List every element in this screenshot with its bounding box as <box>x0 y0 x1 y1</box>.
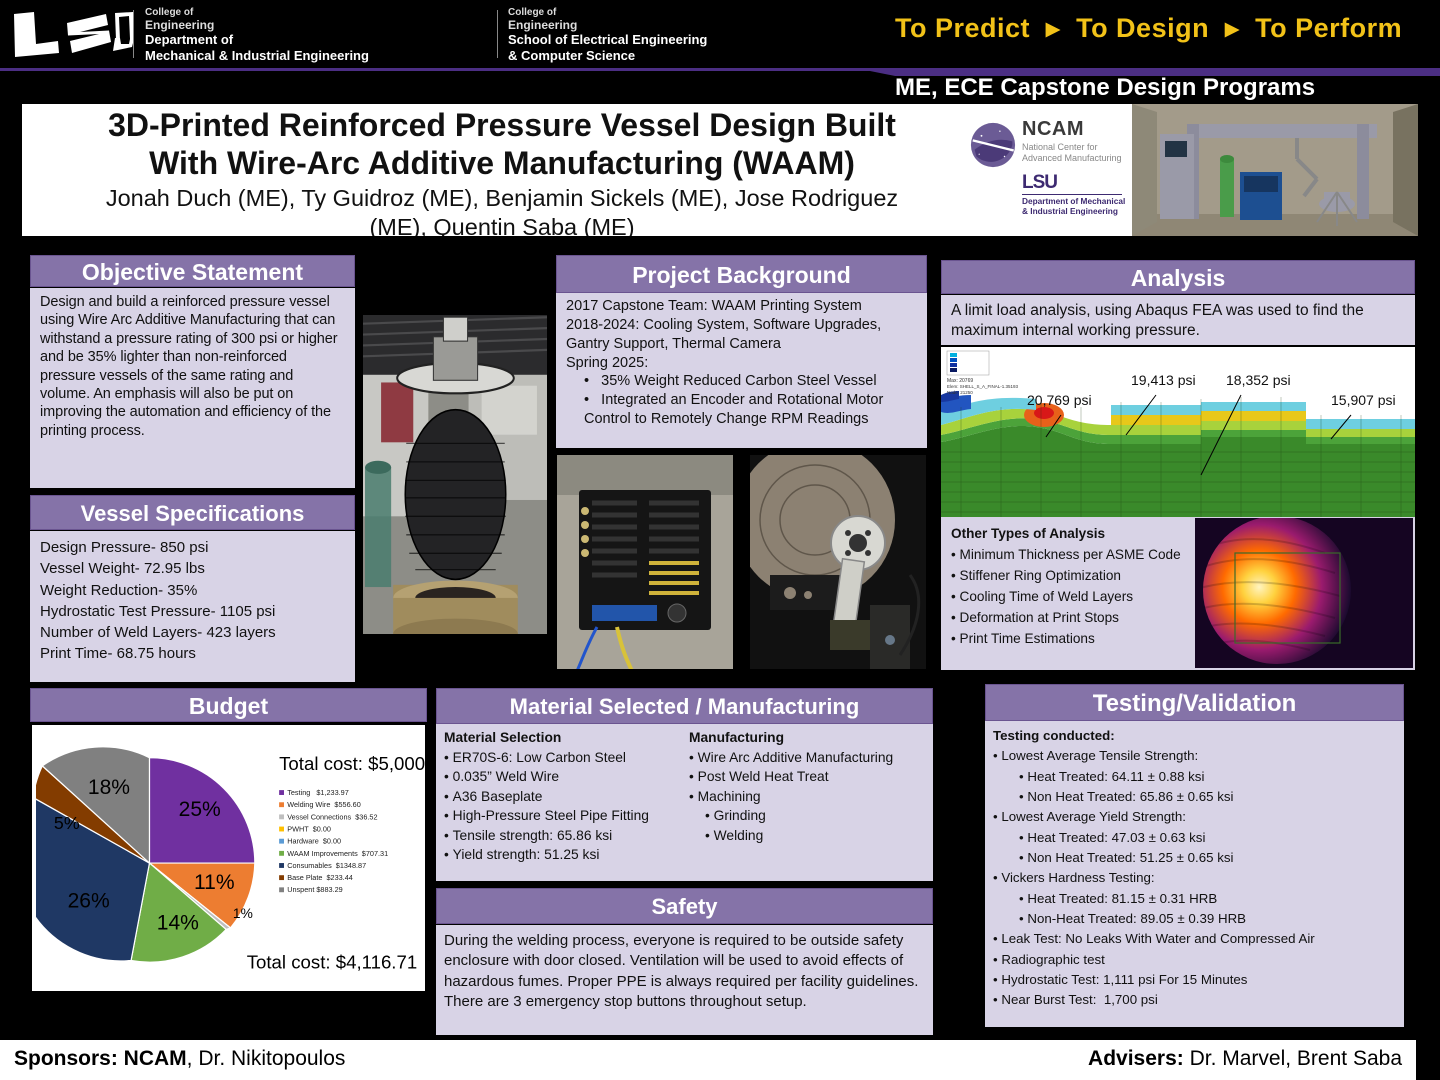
svg-text:Hardware $0.00: Hardware $0.00 <box>287 837 341 846</box>
svg-text:Consumables $1348.87: Consumables $1348.87 <box>287 861 366 870</box>
svg-text:Unspent $883.29: Unspent $883.29 <box>287 885 342 894</box>
svg-text:Welding Wire $556.60: Welding Wire $556.60 <box>287 800 361 809</box>
svg-text:26%: 26% <box>68 890 110 913</box>
svg-text:Total cost: $5,000: Total cost: $5,000 <box>279 753 425 774</box>
svg-text:11%: 11% <box>194 871 235 894</box>
svg-text:Testing $1,233.97: Testing $1,233.97 <box>287 788 349 797</box>
svg-text:5%: 5% <box>54 813 80 833</box>
svg-text:Base Plate $233.44: Base Plate $233.44 <box>287 873 353 882</box>
svg-text:Node: 21250: Node: 21250 <box>947 390 973 395</box>
svg-text:Vessel Connections $36.52: Vessel Connections $36.52 <box>287 812 377 821</box>
svg-text:PWHT $0.00: PWHT $0.00 <box>287 824 331 833</box>
svg-text:25%: 25% <box>179 798 221 821</box>
svg-text:Total cost: $4,116.71: Total cost: $4,116.71 <box>247 951 417 972</box>
svg-text:Elem: SHELL_S_A_FINAL-1.35193: Elem: SHELL_S_A_FINAL-1.35193 <box>947 384 1019 389</box>
svg-text:1%: 1% <box>233 906 253 921</box>
svg-text:18,352 psi: 18,352 psi <box>1226 372 1291 388</box>
svg-text:19,413 psi: 19,413 psi <box>1131 372 1196 388</box>
svg-text:18%: 18% <box>88 776 130 799</box>
svg-text:15,907 psi: 15,907 psi <box>1331 392 1396 408</box>
svg-text:20,769 psi: 20,769 psi <box>1027 392 1092 408</box>
svg-text:WAAM Improvements $707.31: WAAM Improvements $707.31 <box>287 849 388 858</box>
svg-text:14%: 14% <box>157 912 199 935</box>
